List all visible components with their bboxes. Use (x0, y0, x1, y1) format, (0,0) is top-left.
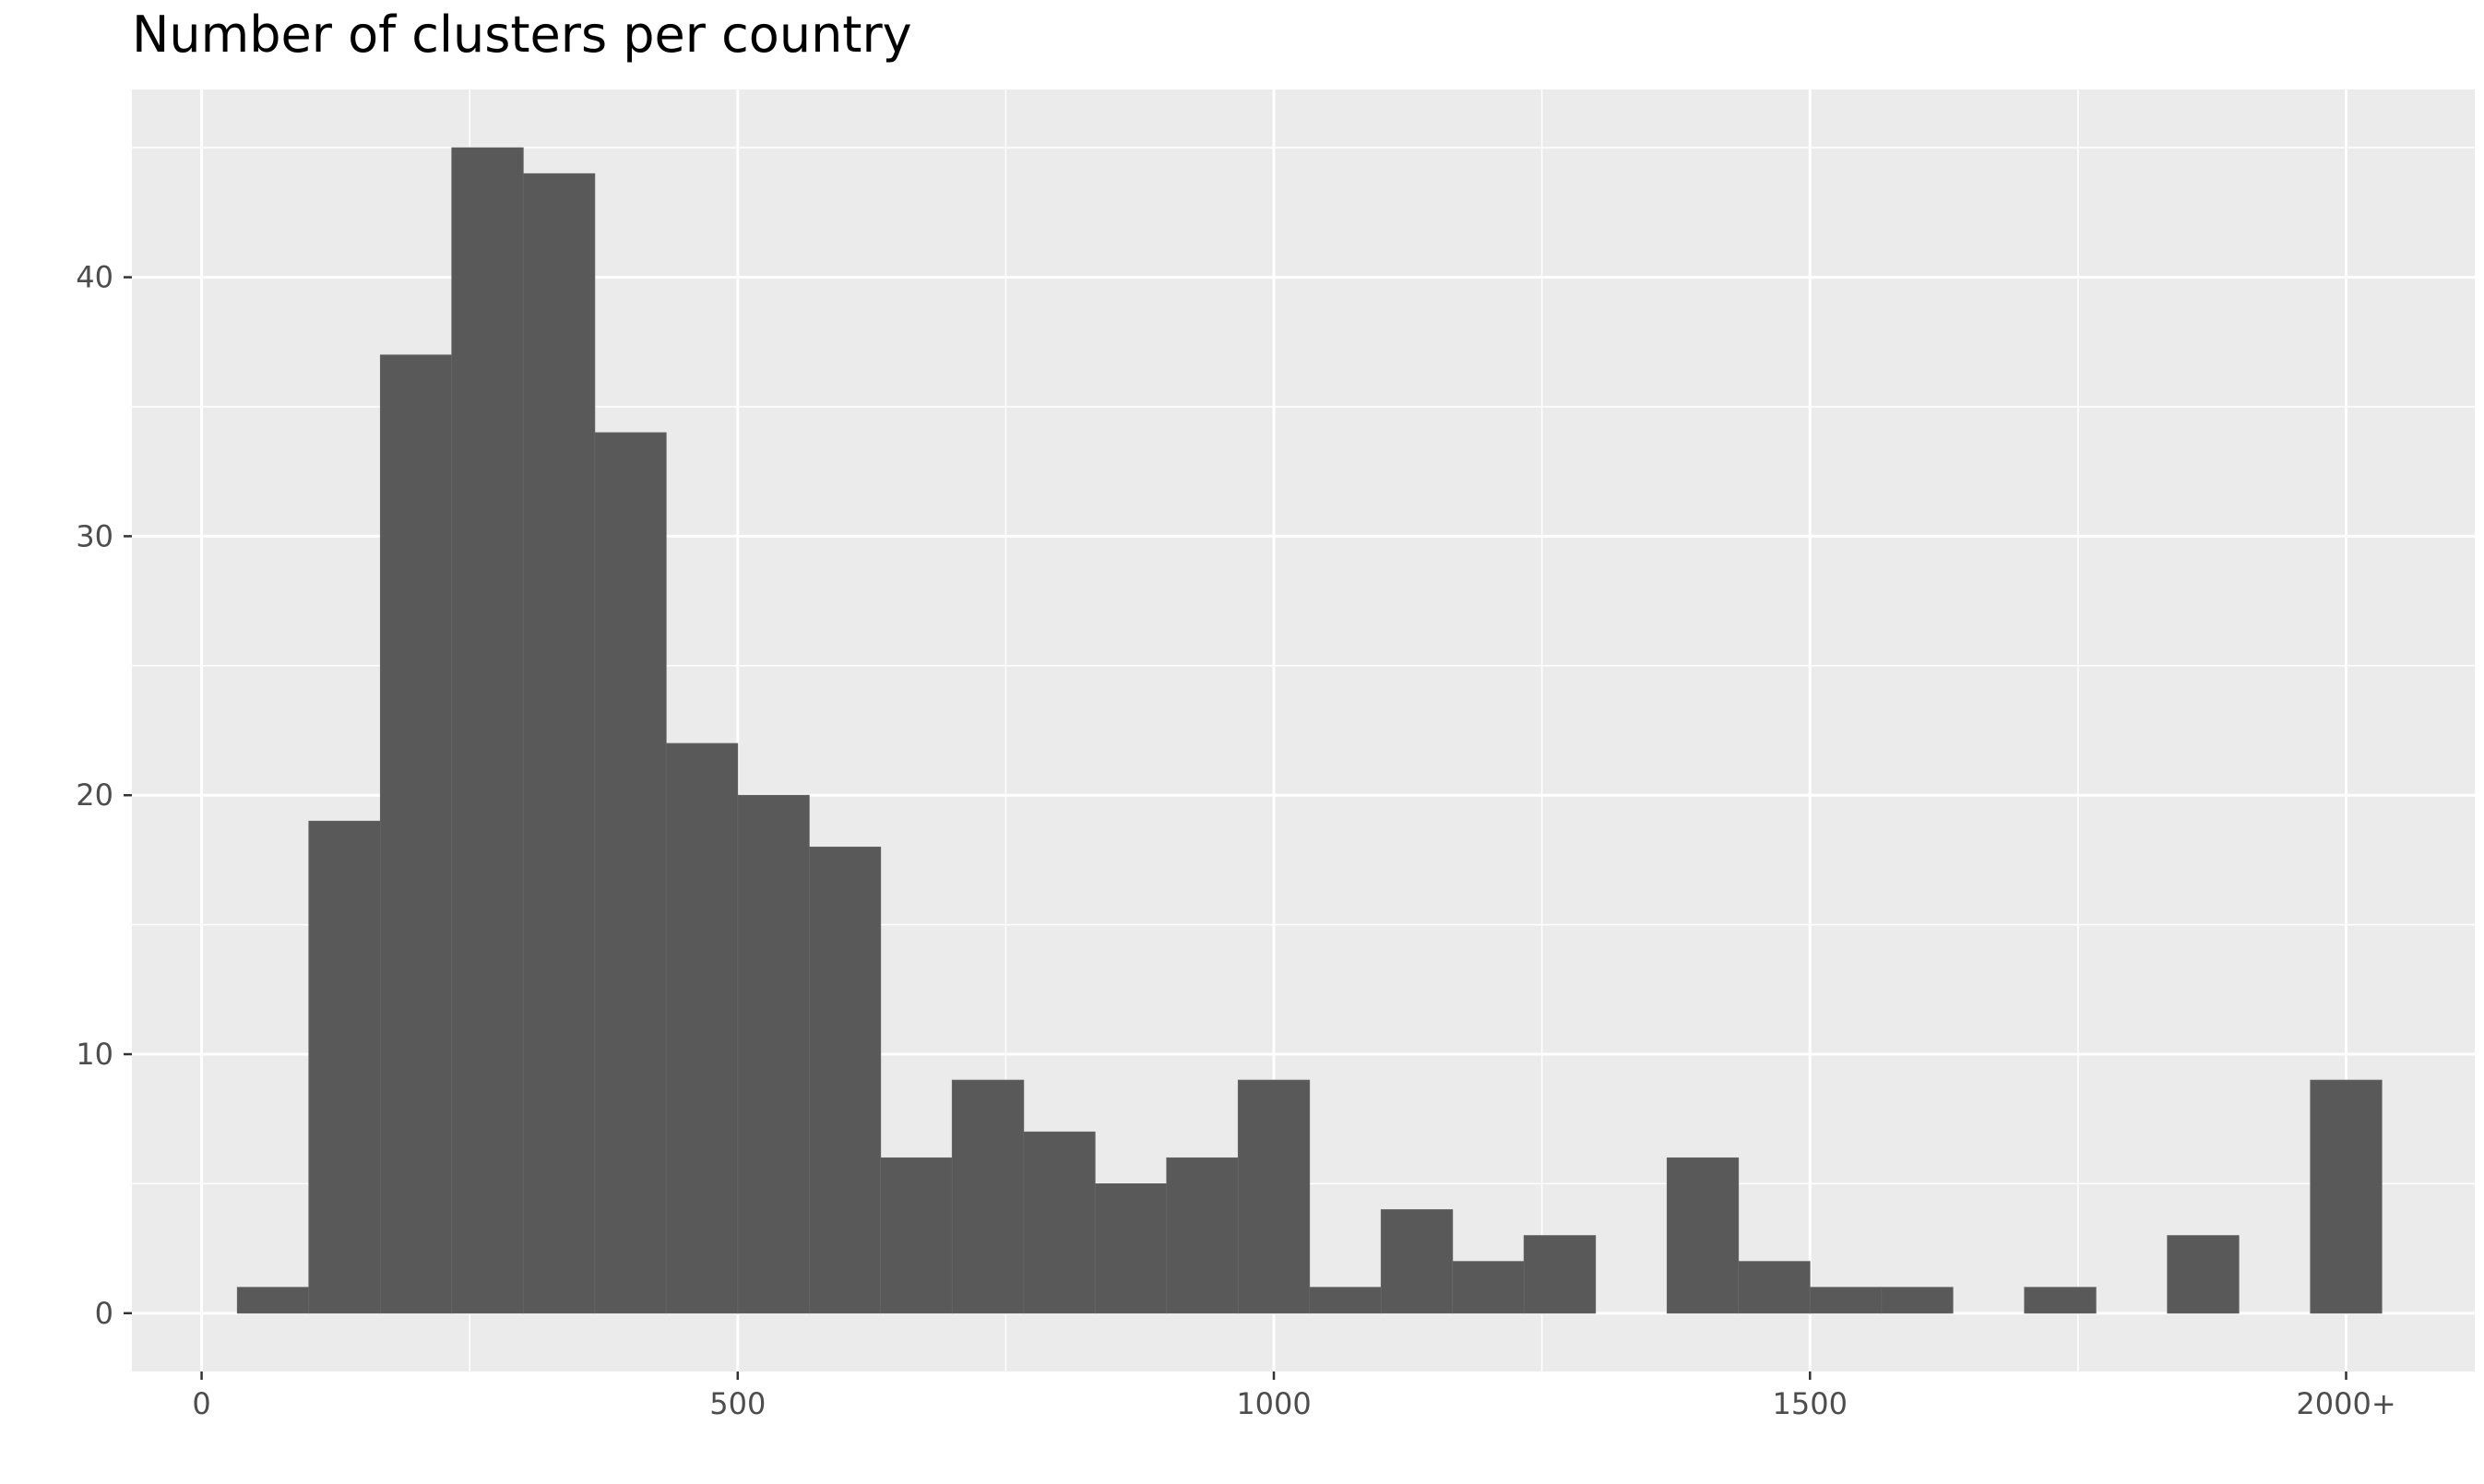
histogram-bar (451, 147, 524, 1314)
histogram-bar (1881, 1287, 1954, 1314)
y-tick-label: 30 (76, 518, 113, 553)
y-axis: 0 10 20 30 40 (76, 260, 132, 1331)
histogram-bar (951, 1079, 1025, 1314)
histogram-bar (737, 794, 810, 1314)
histogram-bar (1809, 1287, 1883, 1314)
histogram-bar (308, 820, 381, 1314)
x-tick-label: 2000+ (2296, 1386, 2395, 1421)
histogram-bar (1380, 1209, 1454, 1314)
y-tick-label: 40 (76, 260, 113, 295)
x-tick-label: 1000 (1236, 1386, 1311, 1421)
histogram-bar (2024, 1287, 2097, 1314)
histogram-bar (379, 354, 453, 1314)
histogram-bar (1023, 1131, 1096, 1314)
histogram-bar (236, 1287, 310, 1314)
histogram-bar (665, 742, 739, 1314)
x-tick-label: 0 (192, 1386, 210, 1421)
y-tick-label: 20 (76, 778, 113, 813)
histogram-bar (1237, 1079, 1311, 1314)
histogram-bar (880, 1157, 953, 1314)
histogram-bar (1666, 1157, 1740, 1314)
histogram-bars (236, 147, 2383, 1314)
x-tick-label: 1500 (1773, 1386, 1848, 1421)
histogram-bar (1309, 1287, 1382, 1314)
y-tick-label: 10 (76, 1037, 113, 1072)
histogram-bar (1738, 1261, 1811, 1314)
histogram-bar (2310, 1079, 2383, 1314)
y-tick-label: 0 (95, 1296, 113, 1331)
x-axis: 0 500 1000 1500 2000+ (192, 1371, 2396, 1421)
histogram-bar (2167, 1235, 2240, 1314)
chart-title: Number of clusters per country (132, 6, 912, 64)
histogram-bar (1166, 1157, 1239, 1314)
histogram-bar (1452, 1261, 1525, 1314)
x-tick-label: 500 (709, 1386, 766, 1421)
histogram-bar (808, 846, 882, 1314)
histogram-bar (594, 432, 667, 1314)
histogram-bar (522, 172, 596, 1314)
histogram-bar (1094, 1183, 1168, 1314)
histogram-bar (1523, 1235, 1597, 1314)
